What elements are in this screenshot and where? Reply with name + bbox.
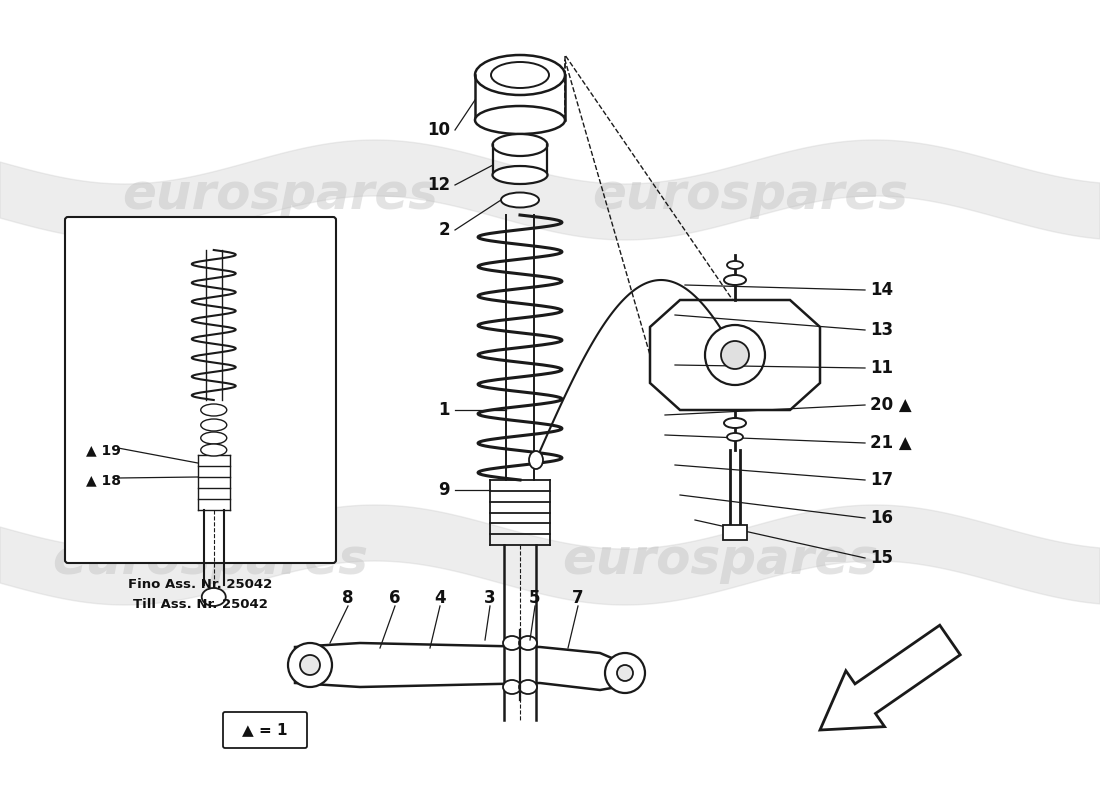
Circle shape: [720, 341, 749, 369]
Text: eurospares: eurospares: [122, 171, 438, 219]
Text: 4: 4: [434, 589, 446, 607]
Text: 20 ▲: 20 ▲: [870, 396, 912, 414]
Text: 17: 17: [870, 471, 893, 489]
Text: 6: 6: [389, 589, 400, 607]
Ellipse shape: [201, 588, 225, 606]
Text: 3: 3: [484, 589, 496, 607]
Text: 8: 8: [342, 589, 354, 607]
Ellipse shape: [529, 451, 543, 469]
Circle shape: [288, 643, 332, 687]
Text: 11: 11: [870, 359, 893, 377]
Circle shape: [300, 655, 320, 675]
Text: 1: 1: [439, 401, 450, 419]
FancyBboxPatch shape: [223, 712, 307, 748]
Text: 14: 14: [870, 281, 893, 299]
Text: 9: 9: [439, 481, 450, 499]
Text: ▲ 18: ▲ 18: [86, 473, 121, 487]
Ellipse shape: [200, 404, 227, 416]
Ellipse shape: [491, 62, 549, 88]
Ellipse shape: [200, 419, 227, 431]
Text: 10: 10: [427, 121, 450, 139]
FancyBboxPatch shape: [65, 217, 336, 563]
Ellipse shape: [727, 261, 742, 269]
Ellipse shape: [727, 433, 742, 441]
Polygon shape: [650, 300, 820, 410]
Text: 16: 16: [870, 509, 893, 527]
Text: eurospares: eurospares: [52, 536, 368, 584]
Text: Fino Ass. Nr. 25042: Fino Ass. Nr. 25042: [129, 578, 273, 591]
Ellipse shape: [475, 55, 565, 95]
Text: eurospares: eurospares: [592, 171, 908, 219]
Ellipse shape: [200, 432, 227, 444]
Text: ▲ = 1: ▲ = 1: [242, 722, 288, 738]
Ellipse shape: [500, 193, 539, 207]
Ellipse shape: [503, 680, 521, 694]
Text: 21 ▲: 21 ▲: [870, 434, 912, 452]
Ellipse shape: [724, 275, 746, 285]
Polygon shape: [820, 626, 960, 730]
Text: 7: 7: [572, 589, 584, 607]
Ellipse shape: [493, 166, 548, 184]
Ellipse shape: [493, 134, 548, 156]
Text: 13: 13: [870, 321, 893, 339]
Circle shape: [617, 665, 632, 681]
Ellipse shape: [519, 636, 537, 650]
Ellipse shape: [519, 680, 537, 694]
Text: Till Ass. Nr. 25042: Till Ass. Nr. 25042: [133, 598, 268, 611]
Ellipse shape: [475, 106, 565, 134]
Text: 12: 12: [427, 176, 450, 194]
Circle shape: [605, 653, 645, 693]
Text: ▲ 19: ▲ 19: [86, 443, 121, 457]
Text: 2: 2: [439, 221, 450, 239]
Text: 15: 15: [870, 549, 893, 567]
Circle shape: [705, 325, 764, 385]
Ellipse shape: [503, 636, 521, 650]
Polygon shape: [723, 525, 747, 540]
Ellipse shape: [200, 444, 227, 456]
Ellipse shape: [724, 418, 746, 428]
Polygon shape: [295, 643, 640, 690]
Text: 5: 5: [529, 589, 541, 607]
Text: eurospares: eurospares: [562, 536, 878, 584]
